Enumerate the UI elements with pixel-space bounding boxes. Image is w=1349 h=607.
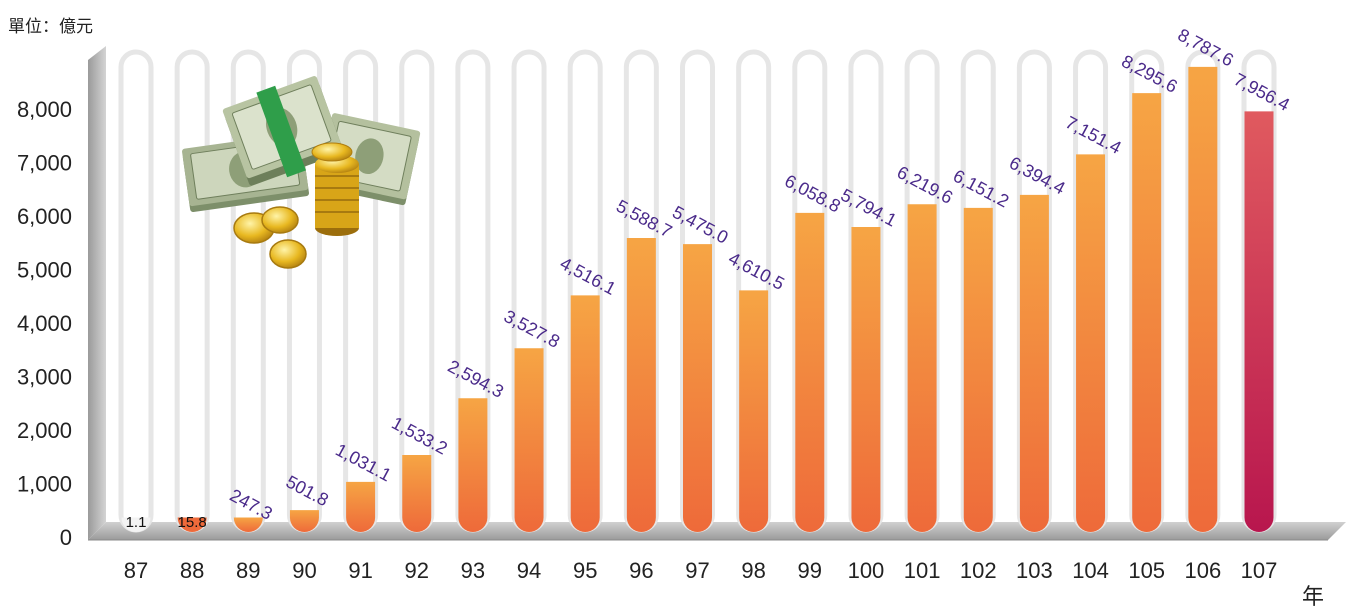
bar bbox=[851, 227, 881, 532]
bar bbox=[1244, 111, 1274, 532]
bar bbox=[1019, 194, 1049, 532]
bar bbox=[1188, 66, 1218, 532]
x-axis: 87 88 89 90 91 92 93 94 95 96 97 98 99 100 101 102 103 10… bbox=[124, 558, 1278, 583]
bar bbox=[346, 481, 376, 532]
y-tick-label: 6,000 bbox=[17, 204, 72, 229]
data-label: 6,394.4 bbox=[1006, 153, 1068, 199]
x-tick-label: 89 bbox=[236, 558, 260, 583]
bar bbox=[570, 295, 600, 532]
bar bbox=[1076, 154, 1106, 533]
x-tick-label: 106 bbox=[1184, 558, 1221, 583]
y-tick-label: 1,000 bbox=[17, 472, 72, 497]
x-tick-label: 90 bbox=[292, 558, 316, 583]
bar-track bbox=[174, 49, 210, 533]
x-tick-label: 107 bbox=[1241, 558, 1278, 583]
data-label: 6,151.2 bbox=[950, 166, 1012, 212]
bar-track bbox=[118, 49, 154, 533]
x-tick-label: 92 bbox=[405, 558, 429, 583]
x-tick-label: 100 bbox=[848, 558, 885, 583]
data-label: 6,058.8 bbox=[781, 171, 843, 217]
x-tick-label: 103 bbox=[1016, 558, 1053, 583]
data-label: 6,219.6 bbox=[894, 162, 956, 208]
x-tick-label: 104 bbox=[1072, 558, 1109, 583]
money-stack-and-coins-icon bbox=[182, 76, 421, 269]
data-label: 4,516.1 bbox=[557, 253, 619, 299]
data-label: 5,588.7 bbox=[613, 196, 675, 242]
data-label: 2,594.3 bbox=[445, 356, 507, 402]
bars bbox=[121, 66, 1274, 533]
x-tick-label: 93 bbox=[461, 558, 485, 583]
x-tick-label: 88 bbox=[180, 558, 204, 583]
unit-label: 單位：億元 bbox=[8, 17, 93, 37]
x-tick-label: 105 bbox=[1128, 558, 1165, 583]
bar bbox=[514, 348, 544, 532]
data-label: 1,031.1 bbox=[332, 440, 394, 486]
y-tick-label: 0 bbox=[60, 525, 72, 550]
data-label: 15.8 bbox=[178, 514, 207, 531]
data-label: 1.1 bbox=[126, 514, 147, 531]
x-tick-label: 87 bbox=[124, 558, 148, 583]
x-tick-label: 98 bbox=[741, 558, 765, 583]
y-tick-label: 4,000 bbox=[17, 311, 72, 336]
bar bbox=[963, 207, 993, 532]
data-label: 8,295.6 bbox=[1118, 51, 1180, 97]
data-label: 7,956.4 bbox=[1231, 69, 1293, 115]
y-tick-label: 5,000 bbox=[17, 258, 72, 283]
bar bbox=[683, 244, 712, 532]
y-tick-label: 7,000 bbox=[17, 151, 72, 176]
x-tick-label: 97 bbox=[685, 558, 709, 583]
bar bbox=[177, 517, 207, 532]
bar bbox=[1132, 93, 1162, 533]
x-tick-label: 101 bbox=[904, 558, 941, 583]
bar bbox=[402, 454, 432, 532]
data-label: 5,794.1 bbox=[838, 185, 900, 231]
bar bbox=[121, 517, 151, 532]
bar bbox=[795, 212, 825, 533]
y-tick-label: 8,000 bbox=[17, 97, 72, 122]
data-label: 7,151.4 bbox=[1062, 112, 1124, 158]
bar bbox=[458, 398, 488, 532]
x-tick-label: 102 bbox=[960, 558, 997, 583]
data-label: 5,475.0 bbox=[669, 202, 731, 248]
data-label: 3,527.8 bbox=[501, 306, 563, 352]
x-tick-label: 91 bbox=[348, 558, 372, 583]
x-tick-label: 95 bbox=[573, 558, 597, 583]
y-axis: 0 1,000 2,000 3,000 4,000 5,000 6,000 7,000 8,00… bbox=[17, 97, 72, 550]
data-label: 4,610.5 bbox=[725, 248, 787, 294]
data-label: 8,787.6 bbox=[1174, 25, 1236, 71]
bar bbox=[739, 290, 769, 532]
chart-wall bbox=[88, 46, 106, 540]
x-tick-label: 99 bbox=[798, 558, 822, 583]
year-suffix: 年 bbox=[1302, 585, 1324, 607]
bar bbox=[233, 517, 263, 532]
x-tick-label: 94 bbox=[517, 558, 541, 583]
data-label: 1,533.2 bbox=[388, 413, 450, 459]
bar bbox=[626, 238, 656, 532]
y-tick-label: 3,000 bbox=[17, 365, 72, 390]
y-tick-label: 2,000 bbox=[17, 418, 72, 443]
x-tick-label: 96 bbox=[629, 558, 653, 583]
bar bbox=[907, 204, 937, 532]
bar bbox=[289, 510, 319, 532]
